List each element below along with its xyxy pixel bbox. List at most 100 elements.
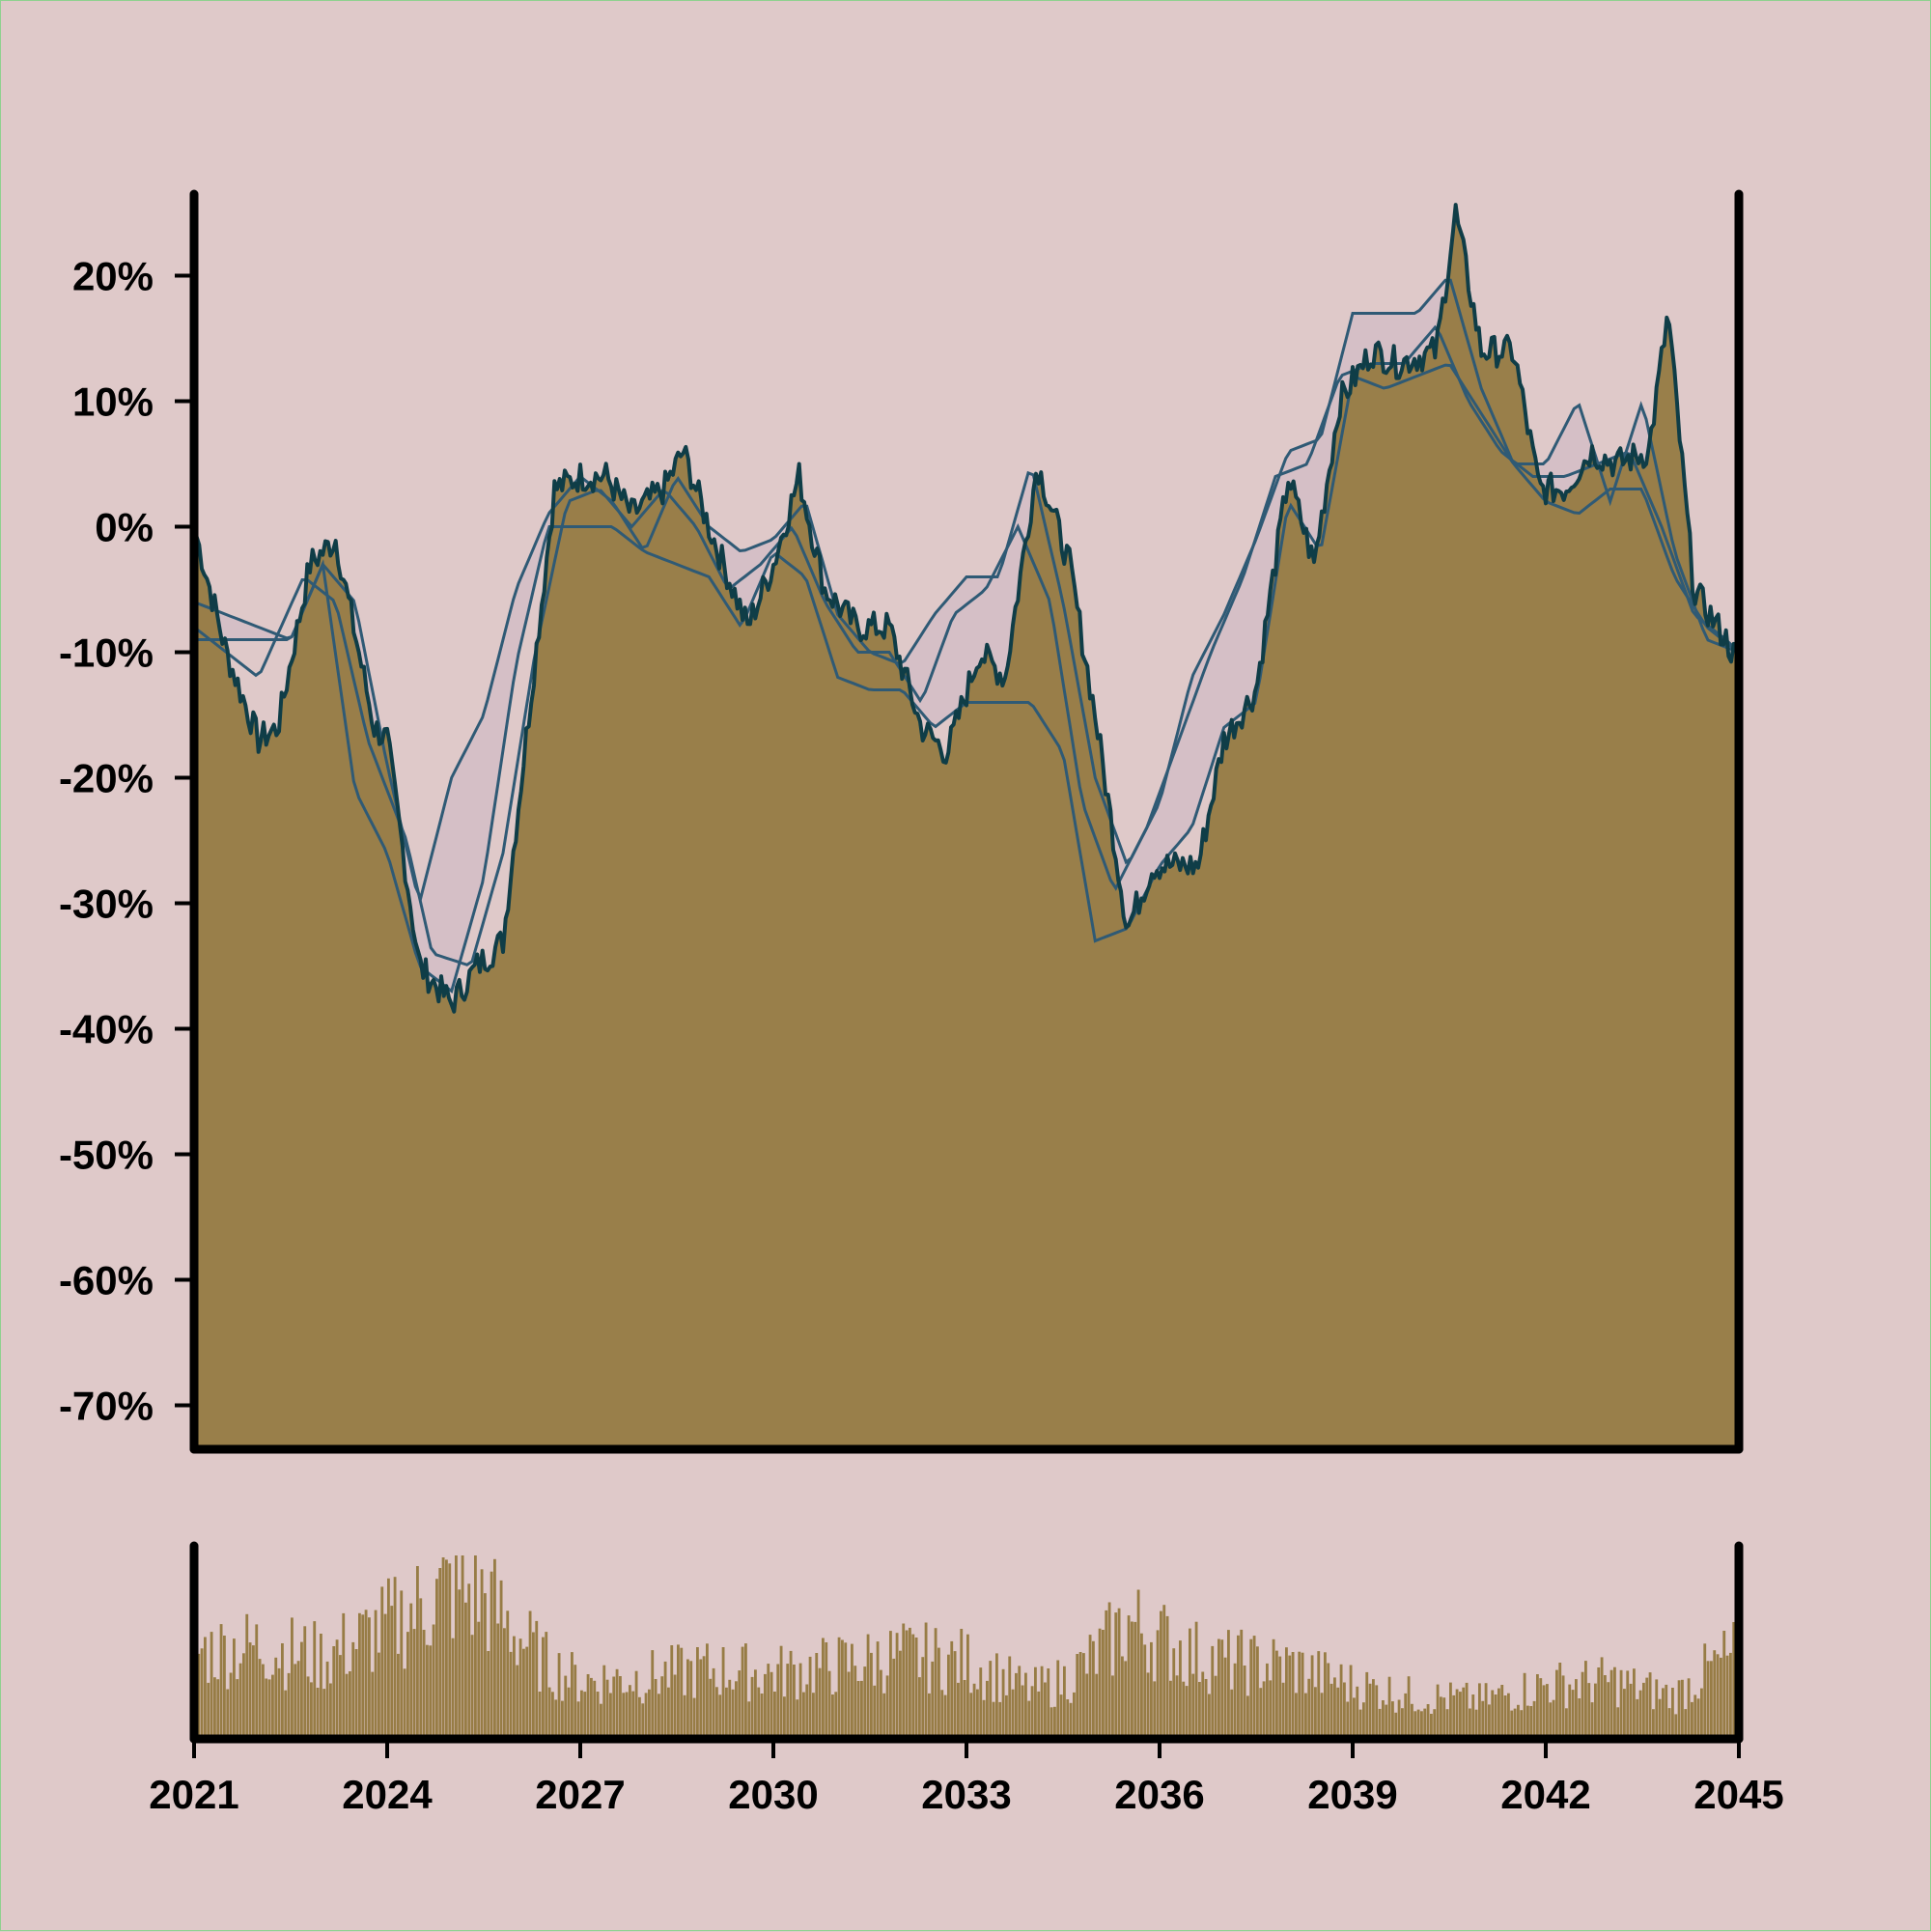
volume-bar (1413, 1711, 1417, 1739)
volume-bar (216, 1679, 220, 1739)
volume-bar (1262, 1681, 1266, 1739)
volume-bar (1298, 1651, 1301, 1739)
volume-bar (1465, 1682, 1469, 1739)
volume-bar (1131, 1621, 1133, 1739)
volume-bar (1662, 1688, 1665, 1739)
volume-bar (223, 1636, 226, 1739)
volume-bar (773, 1692, 776, 1739)
volume-bar (406, 1632, 409, 1739)
volume-bar (1040, 1666, 1044, 1739)
x-tick-label: 2030 (728, 1772, 818, 1817)
volume-bar (1462, 1687, 1466, 1739)
volume-bar (670, 1645, 674, 1739)
volume-bar (1169, 1680, 1172, 1739)
y-tick-label: -50% (59, 1133, 154, 1178)
volume-bar (658, 1694, 660, 1739)
volume-bar (1008, 1656, 1012, 1739)
volume-bar (1469, 1708, 1471, 1739)
volume-bar (1024, 1672, 1027, 1739)
volume-bar (1725, 1655, 1729, 1739)
volume-bar (1030, 1686, 1034, 1739)
volume-bar (827, 1670, 831, 1739)
volume-bar (911, 1634, 915, 1739)
volume-bar (963, 1680, 966, 1739)
volume-bar (1568, 1684, 1572, 1739)
volume-bar (300, 1641, 303, 1739)
volume-bar (233, 1638, 236, 1739)
volume-bar (1059, 1694, 1063, 1739)
volume-bar (1716, 1654, 1720, 1739)
volume-bar (709, 1678, 713, 1739)
volume-bar (1027, 1700, 1031, 1739)
volume-bar (1266, 1663, 1269, 1739)
volume-bar (525, 1646, 529, 1739)
volume-bar (499, 1580, 503, 1739)
volume-bar (860, 1680, 863, 1739)
volume-bar (641, 1703, 645, 1739)
volume-bar (692, 1697, 696, 1739)
volume-bar (731, 1689, 735, 1739)
volume-bar (1648, 1672, 1652, 1739)
volume-bar (1191, 1673, 1195, 1739)
volume-bar (1179, 1640, 1182, 1739)
volume-bar (451, 1638, 455, 1739)
volume-bar (484, 1593, 487, 1739)
volume-bar (1353, 1697, 1356, 1739)
volume-bar (351, 1641, 355, 1739)
x-axis-ticks: 2021 2024 2027 2030 2033 2036 2039 2042 2045 (149, 1739, 1784, 1817)
volume-bar (513, 1636, 516, 1739)
volume-bar (870, 1652, 873, 1739)
volume-bar (1642, 1682, 1645, 1739)
volume-bar (844, 1642, 848, 1739)
volume-bar (1455, 1689, 1459, 1739)
volume-bar (673, 1674, 677, 1739)
volume-bar (480, 1569, 484, 1739)
volume-bar (744, 1643, 747, 1739)
y-axis-ticks: 20% 10% 0% -10% -20% -30% -40% -50% -60% -70% (59, 254, 194, 1429)
volume-bar (796, 1699, 799, 1739)
volume-bar (899, 1650, 902, 1739)
volume-bar (1442, 1697, 1446, 1739)
volume-bar (634, 1670, 638, 1739)
band-fill (194, 280, 1739, 992)
volume-bar (1536, 1674, 1539, 1739)
y-tick-label: 10% (72, 379, 154, 425)
volume-bar (1095, 1673, 1099, 1739)
volume-bar (1133, 1621, 1137, 1739)
volume-bar (557, 1653, 561, 1739)
volume-bar (1555, 1669, 1558, 1739)
volume-bar (1558, 1663, 1562, 1739)
volume-bar (940, 1690, 944, 1739)
volume-bar (914, 1638, 918, 1739)
volume-bar (1391, 1701, 1394, 1739)
volume-bar (979, 1667, 983, 1739)
x-tick-label: 2039 (1307, 1772, 1397, 1817)
volume-bar (1706, 1661, 1710, 1739)
volume-bar (747, 1701, 751, 1739)
volume-bar (1597, 1667, 1601, 1739)
volume-bar (1411, 1703, 1413, 1739)
volume-bar (1404, 1693, 1408, 1739)
volume-bar (1500, 1685, 1504, 1739)
volume-bar (387, 1578, 390, 1739)
volume-bar (448, 1563, 452, 1739)
volume-bar (735, 1681, 738, 1739)
volume-bar (1349, 1665, 1353, 1739)
volume-bar (1565, 1708, 1568, 1739)
x-tick-label: 2033 (921, 1772, 1011, 1817)
volume-bar (1223, 1657, 1227, 1739)
volume-bar (445, 1559, 448, 1739)
volume-bar (1394, 1712, 1398, 1739)
volume-bar (767, 1664, 770, 1739)
volume-bar (1513, 1708, 1517, 1739)
axes (189, 189, 1744, 1744)
volume-bar (461, 1555, 464, 1739)
volume-bar (847, 1671, 851, 1739)
volume-bar (960, 1629, 964, 1739)
volume-bar (834, 1692, 838, 1739)
volume-bar (1445, 1709, 1449, 1739)
volume-bar (1687, 1678, 1691, 1739)
volume-bar (1237, 1635, 1240, 1739)
volume-bar (802, 1692, 805, 1739)
volume-bar (943, 1694, 947, 1739)
